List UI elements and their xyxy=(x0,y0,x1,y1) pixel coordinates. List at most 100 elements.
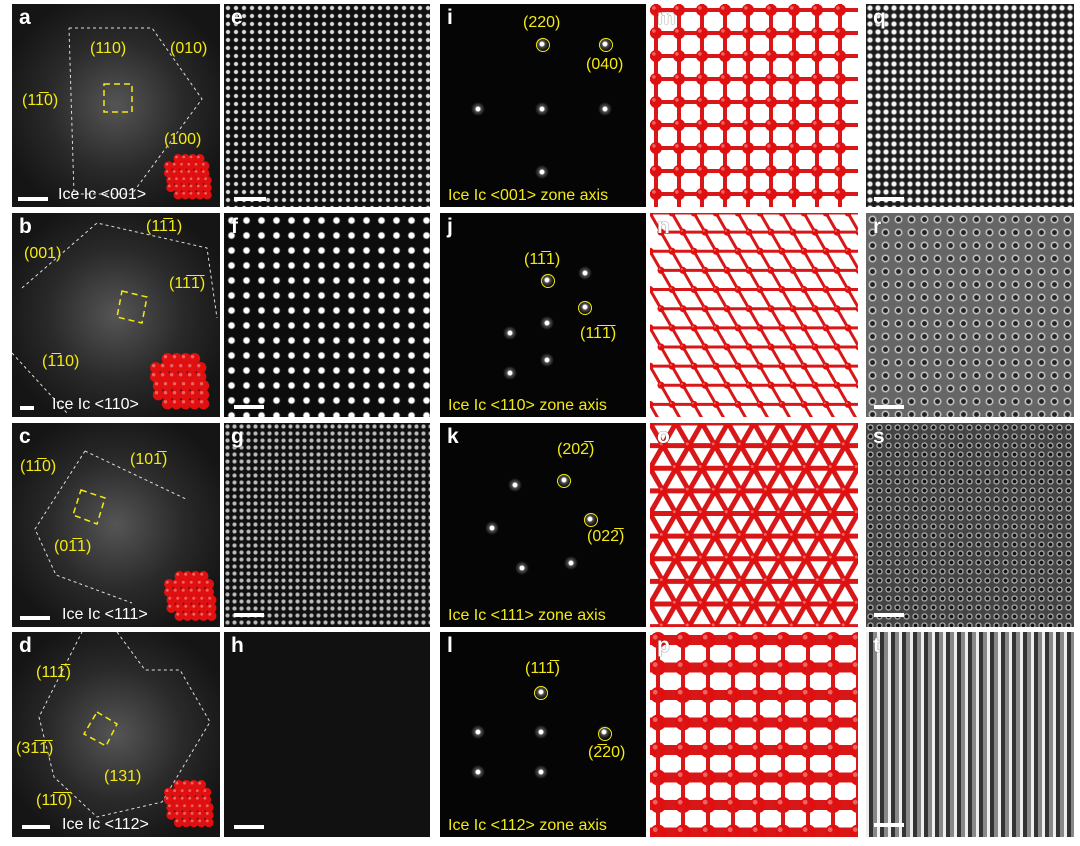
atom xyxy=(827,553,837,564)
diffraction-spot-marker xyxy=(536,38,550,52)
atom xyxy=(186,795,197,805)
atom xyxy=(701,343,709,351)
atom xyxy=(778,213,786,217)
atom xyxy=(204,817,214,828)
atom xyxy=(800,213,808,217)
atom xyxy=(833,305,841,313)
atom xyxy=(690,286,698,294)
atom xyxy=(712,400,720,408)
atom xyxy=(188,175,198,185)
atom xyxy=(173,183,183,193)
atom xyxy=(765,142,777,154)
atom xyxy=(811,142,823,154)
atom xyxy=(673,4,685,16)
facet-outline xyxy=(12,222,218,414)
atom xyxy=(671,463,681,474)
atom xyxy=(673,73,685,85)
panel-q-simulation: q xyxy=(866,4,1074,207)
atom xyxy=(173,154,183,164)
atom xyxy=(193,168,203,178)
atom xyxy=(811,381,819,389)
atom xyxy=(174,595,185,605)
atom xyxy=(855,267,858,274)
scale-bar xyxy=(234,825,264,829)
atom xyxy=(788,621,798,627)
atom xyxy=(185,168,195,178)
atom xyxy=(719,119,731,131)
atom xyxy=(827,463,837,474)
atom xyxy=(696,165,708,177)
atom xyxy=(190,595,201,605)
atom xyxy=(650,423,655,428)
facet-outline xyxy=(68,27,203,195)
atom xyxy=(710,576,720,587)
atom xyxy=(188,398,201,410)
selected-region-box xyxy=(82,710,118,748)
atom xyxy=(679,305,687,313)
atom xyxy=(712,247,720,255)
atomic-model xyxy=(650,213,858,417)
panel-n-model: n xyxy=(650,213,858,417)
atom xyxy=(756,362,764,370)
atom xyxy=(193,161,203,171)
atom xyxy=(765,27,777,39)
atom xyxy=(700,824,716,837)
atom xyxy=(822,324,830,332)
facet-label: (111̅) xyxy=(36,664,71,681)
atom xyxy=(840,440,850,451)
atom xyxy=(170,389,183,401)
atom xyxy=(800,362,808,370)
panel-d-overview: d (111̅) (31̅1̅) (131) (11̅0̅) Ice Ic <1… xyxy=(12,632,220,837)
atom xyxy=(811,188,823,200)
atom xyxy=(201,795,212,805)
atomic-model xyxy=(650,4,858,207)
atom xyxy=(853,423,858,428)
atom xyxy=(204,587,214,597)
panel-r-simulation: r xyxy=(866,213,1074,417)
atom xyxy=(712,324,720,332)
atom xyxy=(650,73,662,85)
zone-axis-label: Ice Ic <110> zone axis xyxy=(448,397,607,414)
atom xyxy=(725,824,741,837)
atom xyxy=(202,183,212,193)
atom xyxy=(701,228,709,236)
panel-letter: n xyxy=(657,215,670,238)
atom xyxy=(171,161,181,171)
atom xyxy=(767,266,775,274)
atom xyxy=(206,611,217,621)
atom xyxy=(650,247,654,255)
atom xyxy=(650,4,662,16)
facet-label: (1̅10) xyxy=(42,353,80,370)
atom xyxy=(701,381,709,389)
atom xyxy=(152,389,165,401)
atom xyxy=(197,380,210,392)
atom xyxy=(679,228,687,236)
atom xyxy=(668,213,676,217)
atom xyxy=(189,802,199,813)
atom xyxy=(671,508,681,519)
atom xyxy=(834,96,846,108)
facet-label: (11̅0) xyxy=(22,92,59,109)
atom xyxy=(756,286,764,294)
atom xyxy=(697,553,707,564)
atom xyxy=(170,353,183,365)
atom xyxy=(710,621,720,627)
atom xyxy=(179,380,192,392)
facet-label: (131) xyxy=(104,768,142,785)
atom xyxy=(182,611,193,621)
reflection-label: (202̅) xyxy=(557,441,595,458)
atom xyxy=(734,362,742,370)
atom xyxy=(853,463,858,474)
panel-letter: o xyxy=(657,425,670,448)
atom xyxy=(789,343,797,351)
atom xyxy=(762,440,772,451)
atom xyxy=(173,802,184,813)
atom xyxy=(159,362,171,374)
panel-i-fft: i (220) (040) Ice Ic <001> zone axis xyxy=(440,4,646,207)
atom xyxy=(684,531,694,542)
atom xyxy=(788,50,800,62)
atom xyxy=(723,305,731,313)
atom xyxy=(749,553,759,564)
atom xyxy=(177,362,189,374)
panel-letter: d xyxy=(19,634,32,657)
